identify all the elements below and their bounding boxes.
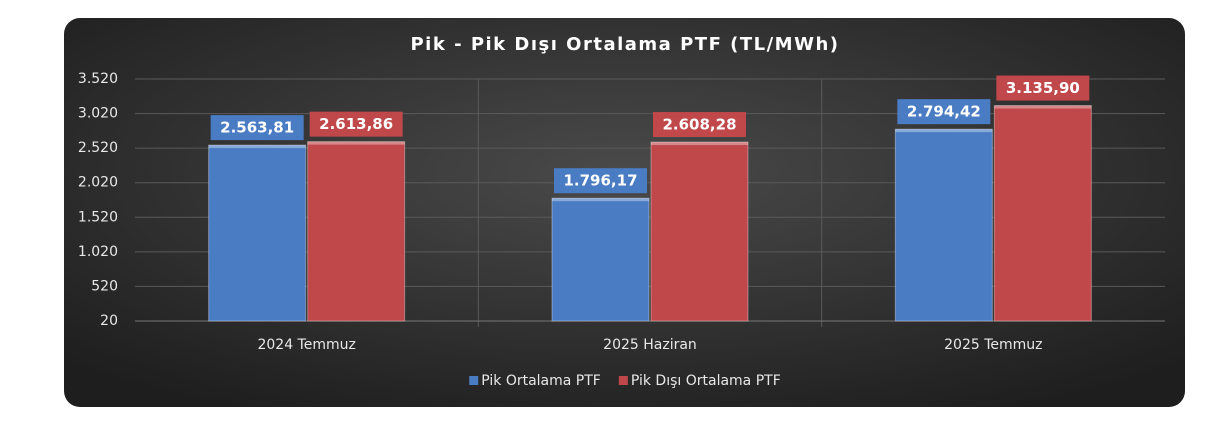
bar [650,141,749,322]
value-label-box [210,115,304,141]
value-label-box [554,168,647,194]
value-label: 2.563,81 [220,119,294,137]
value-label-box [653,112,746,138]
y-tick-label: 3.020 [78,106,118,122]
y-tick-label: 2.020 [78,175,118,191]
legend-marker [469,376,479,385]
legend-marker [618,376,628,385]
bar [307,141,406,322]
value-label: 3.135,90 [1006,79,1080,97]
value-label-box [897,99,991,125]
y-tick-label: 3.520 [78,71,118,87]
value-label: 2.794,42 [907,103,981,121]
value-label: 2.613,86 [319,115,393,133]
bar-highlight [208,145,306,149]
value-label-box [309,111,403,137]
legend-label: Pik Ortalama PTF [481,373,601,389]
y-tick-label: 2.520 [78,140,118,156]
legend: Pik Ortalama PTF Pik Dışı Ortalama PTF [469,373,781,389]
bar-highlight [307,141,405,145]
bar-highlight [994,105,1092,109]
value-label: 1.796,17 [563,172,637,190]
x-tick-label: 2025 Haziran [603,337,697,353]
x-tick-label: 2024 Temmuz [257,337,355,353]
value-label-box [996,75,1090,101]
x-tick-label: 2025 Temmuz [944,337,1042,353]
y-tick-label: 520 [91,278,118,294]
bar [993,105,1092,322]
y-tick-label: 1.020 [78,244,118,260]
legend-label: Pik Dışı Ortalama PTF [631,373,781,389]
y-tick-label: 20 [100,313,118,329]
chart-title: Pik - Pik Dışı Ortalama PTF (TL/MWh) [410,34,839,55]
bar-highlight [895,129,993,133]
value-label: 2.608,28 [662,116,736,134]
bar [208,144,307,322]
bar [894,128,993,322]
bar [551,197,650,322]
bar-highlight [651,142,748,146]
bar-highlight [552,198,649,202]
y-tick-label: 1.520 [78,209,118,225]
